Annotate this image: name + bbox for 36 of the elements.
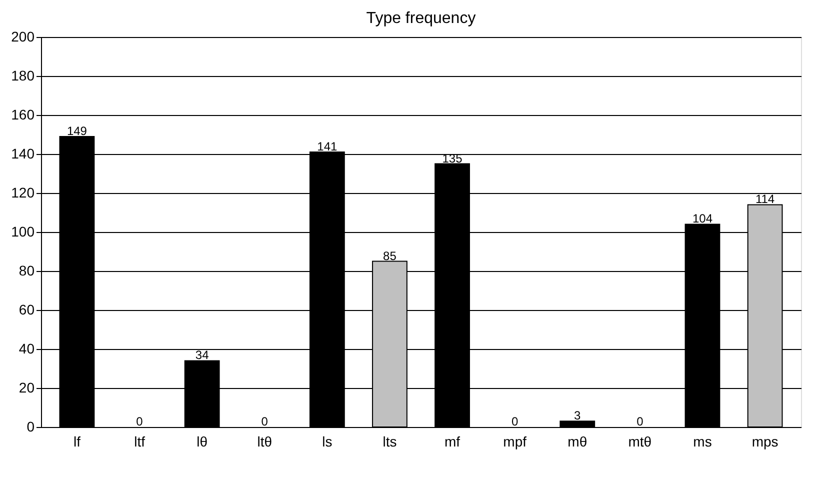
x-tick-label: mf [444,434,460,450]
y-tick-label: 60 [18,302,35,318]
y-tick-label: 160 [11,106,35,122]
data-label: 85 [383,248,397,263]
x-tick-label: lts [382,434,397,450]
y-tick-label: 20 [18,380,35,396]
y-tick-label: 140 [11,146,35,162]
x-tick-label: lf [73,434,81,450]
data-label: 0 [261,414,268,428]
data-label: 141 [317,140,338,154]
x-tick-label: ms [693,434,712,450]
x-tick-label: mpf [503,434,527,450]
data-label: 114 [755,192,775,206]
data-label: 34 [195,348,210,362]
data-label: 0 [136,414,144,428]
data-label: 3 [574,408,582,423]
y-tick-label: 0 [26,418,35,434]
y-tick-label: 80 [18,262,35,278]
y-tick-label: 100 [11,224,35,240]
chart-title: Type frequency [366,10,476,27]
y-tick-label: 180 [11,68,35,84]
data-label: 104 [692,212,713,226]
data-label: 149 [66,124,88,138]
y-tick-label: 200 [11,28,35,44]
data-label: 0 [511,414,518,428]
data-label: 0 [636,414,644,428]
x-tick-label: mtθ [628,434,652,450]
x-tick-label: ltf [134,434,146,450]
x-tick-label: mθ [568,434,588,450]
x-tick-label: mps [752,434,778,450]
x-tick-label: ltθ [257,434,272,450]
x-tick-label: ls [322,434,332,450]
bar [560,420,596,428]
y-tick-label: 120 [11,184,35,200]
y-tick-label: 40 [18,340,35,356]
x-tick-label: lθ [196,434,208,450]
